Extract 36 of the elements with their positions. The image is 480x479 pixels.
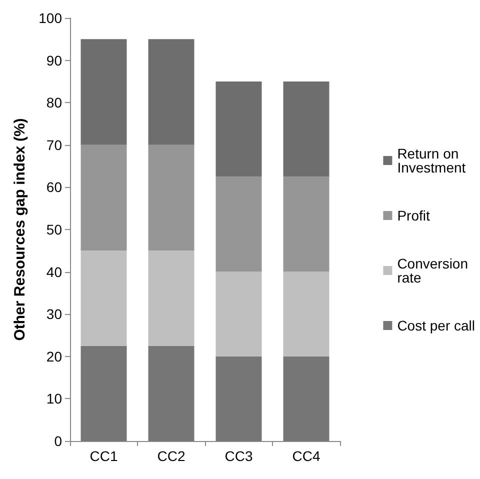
legend-label: Return on Investment [397, 146, 466, 176]
bar [80, 346, 127, 441]
y-tick-label: 70 [46, 136, 62, 153]
legend-label: Conversion rate [397, 256, 472, 286]
y-tick-label: 40 [46, 264, 62, 280]
y-axis-title: Other Resources gap index (%) [12, 118, 29, 341]
bar [283, 81, 330, 177]
bar [80, 144, 127, 251]
x-tick-label: CC2 [157, 448, 186, 464]
x-tick-label: CC3 [224, 448, 253, 464]
bar [216, 176, 262, 272]
bar [80, 250, 127, 346]
y-tick-label: 10 [46, 390, 62, 407]
y-tick-label: 80 [46, 94, 62, 111]
bar [216, 272, 262, 356]
bar [148, 144, 194, 251]
y-tick-label: 0 [54, 433, 62, 449]
bar [148, 346, 194, 441]
bar [80, 39, 127, 145]
y-tick-label: 20 [46, 348, 62, 364]
legend-label: Cost per call [397, 318, 476, 334]
legend-label: Profit [397, 208, 430, 224]
y-tick-label: 50 [46, 222, 62, 238]
bar [283, 272, 330, 356]
bar [283, 356, 330, 441]
bar [216, 81, 262, 177]
y-tick-label: 90 [46, 52, 62, 68]
x-tick-label: CC1 [90, 448, 118, 464]
y-tick-label: 100 [38, 10, 62, 26]
y-tick-label: 60 [46, 179, 62, 196]
bar [148, 39, 194, 145]
bar [216, 356, 262, 441]
y-tick-label: 30 [46, 306, 62, 322]
bar [148, 250, 194, 346]
x-tick-label: CC4 [292, 448, 320, 464]
bar [283, 176, 330, 272]
